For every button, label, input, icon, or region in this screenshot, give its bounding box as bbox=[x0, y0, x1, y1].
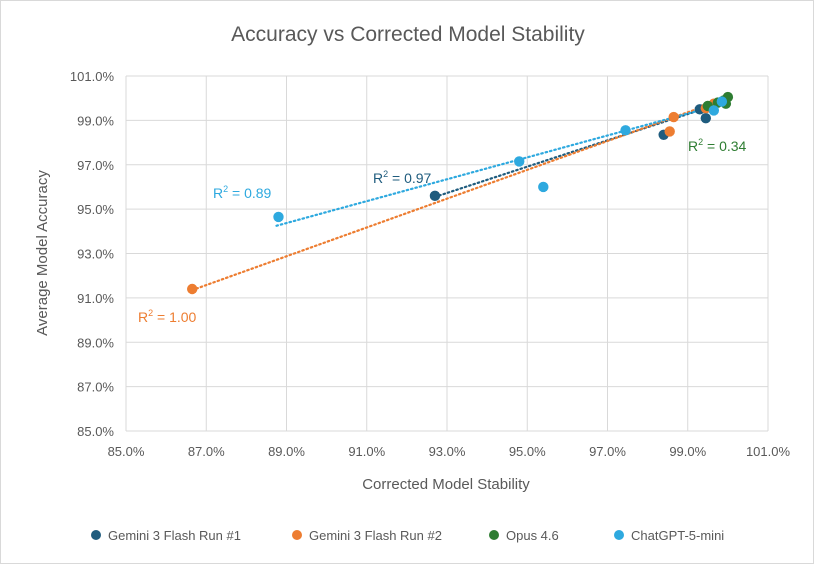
r2-label-series-3: R2 = 0.34 bbox=[688, 137, 747, 154]
y-tick-label: 97.0% bbox=[77, 158, 114, 173]
legend-marker-series-4 bbox=[614, 530, 624, 540]
r-squared-labels: R2 = 0.97 R2 = 1.00 R2 = 0.34 R2 = 0.89 bbox=[138, 137, 747, 325]
y-axis-ticks: 85.0% 87.0% 89.0% 91.0% 93.0% 95.0% 97.0% 99.0%… bbox=[70, 69, 115, 439]
x-tick-label: 93.0% bbox=[429, 444, 466, 459]
y-axis-label: Average Model Accuracy bbox=[34, 170, 51, 336]
trendline-series-4 bbox=[275, 102, 725, 227]
x-tick-label: 89.0% bbox=[268, 444, 305, 459]
y-tick-label: 89.0% bbox=[77, 335, 114, 350]
data-point-series-1 bbox=[429, 190, 441, 202]
y-tick-label: 99.0% bbox=[77, 113, 114, 128]
chart-title: Accuracy vs Corrected Model Stability bbox=[231, 23, 585, 46]
data-points bbox=[187, 91, 734, 295]
x-tick-label: 101.0% bbox=[746, 444, 791, 459]
y-tick-label: 85.0% bbox=[77, 424, 114, 439]
x-tick-label: 85.0% bbox=[108, 444, 145, 459]
legend-marker-series-2 bbox=[292, 530, 302, 540]
r2-label-series-1: R2 = 0.97 bbox=[373, 169, 432, 186]
trendlines bbox=[191, 98, 731, 292]
y-tick-label: 91.0% bbox=[77, 291, 114, 306]
data-point-series-4 bbox=[708, 105, 720, 116]
data-point-series-4 bbox=[538, 181, 549, 193]
y-tick-label: 95.0% bbox=[77, 202, 114, 217]
data-point-series-2 bbox=[187, 283, 198, 295]
y-tick-label: 101.0% bbox=[70, 69, 115, 84]
trendline-series-2 bbox=[191, 98, 725, 292]
data-point-series-4 bbox=[620, 125, 631, 136]
r2-label-series-4: R2 = 0.89 bbox=[213, 184, 272, 201]
data-point-series-4 bbox=[716, 96, 728, 107]
data-point-series-4 bbox=[514, 156, 525, 167]
data-point-series-4 bbox=[273, 211, 284, 223]
x-tick-label: 87.0% bbox=[188, 444, 225, 459]
data-point-series-2 bbox=[664, 126, 675, 137]
data-point-series-1 bbox=[700, 112, 712, 124]
trendline-series-1 bbox=[433, 103, 717, 199]
legend: Gemini 3 Flash Run #1 Gemini 3 Flash Run … bbox=[91, 528, 724, 543]
x-tick-label: 97.0% bbox=[589, 444, 626, 459]
y-tick-label: 87.0% bbox=[77, 380, 114, 395]
legend-marker-series-1 bbox=[91, 530, 101, 540]
x-axis-ticks: 85.0% 87.0% 89.0% 91.0% 93.0% 95.0% 97.0% 99.0%… bbox=[108, 444, 791, 459]
y-tick-label: 93.0% bbox=[77, 247, 114, 262]
legend-marker-series-3 bbox=[489, 530, 499, 540]
legend-label-series-4: ChatGPT-5-mini bbox=[631, 528, 724, 543]
legend-label-series-1: Gemini 3 Flash Run #1 bbox=[108, 528, 241, 543]
gridlines bbox=[125, 75, 769, 432]
r2-label-series-2: R2 = 1.00 bbox=[138, 308, 197, 325]
data-point-series-2 bbox=[668, 111, 679, 123]
legend-label-series-3: Opus 4.6 bbox=[506, 528, 559, 543]
x-tick-label: 95.0% bbox=[509, 444, 546, 459]
legend-label-series-2: Gemini 3 Flash Run #2 bbox=[309, 528, 442, 543]
x-axis-label: Corrected Model Stability bbox=[362, 476, 530, 493]
x-tick-label: 91.0% bbox=[348, 444, 385, 459]
x-tick-label: 99.0% bbox=[669, 444, 706, 459]
